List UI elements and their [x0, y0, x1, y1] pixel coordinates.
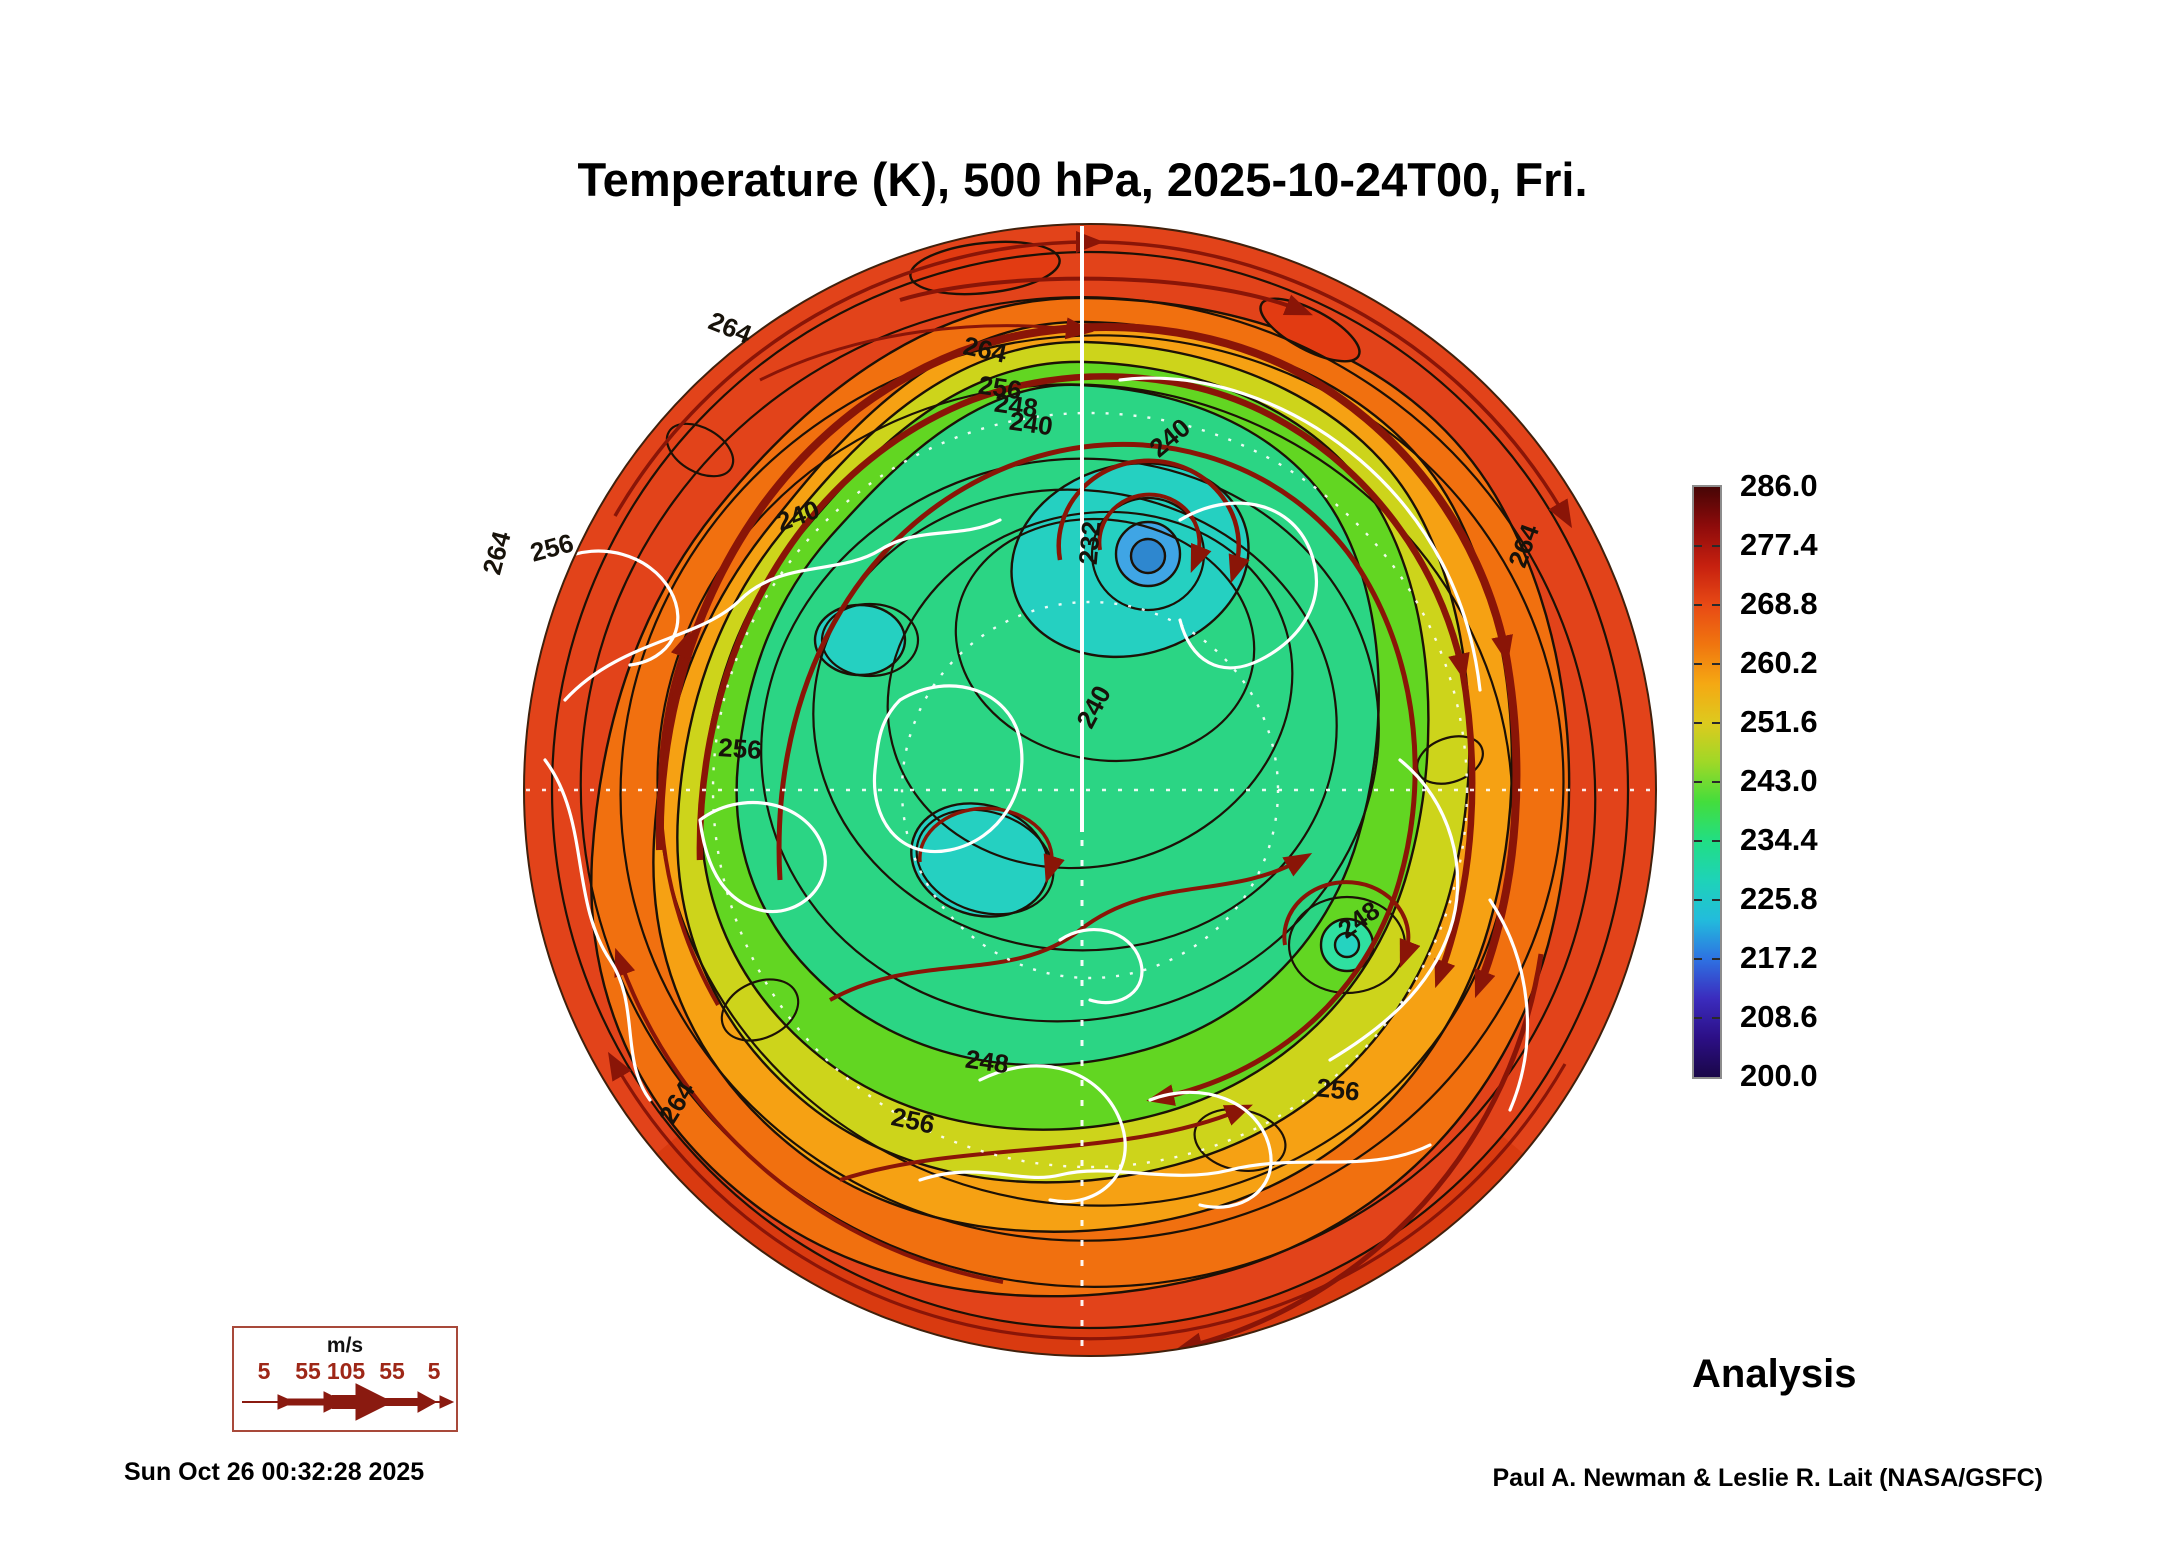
colorbar-tick-label: 277.4: [1740, 527, 1818, 562]
wind-speed-legend: m/s 5 55 105 55 5: [232, 1326, 458, 1432]
page-title: Temperature (K), 500 hPa, 2025-10-24T00,…: [577, 153, 1588, 206]
cold-core: [1114, 520, 1375, 973]
colorbar-gradient: [1692, 485, 1722, 1079]
wind-unit-label: m/s: [326, 1334, 364, 1357]
colorbar-tick-label: 268.8: [1740, 586, 1818, 621]
colorbar-tick-label: 225.8: [1740, 881, 1818, 916]
map-disk-outline: [523, 223, 1657, 1357]
colorbar-tick-label: 286.0: [1740, 468, 1818, 503]
colorbar-tick-label: 260.2: [1740, 645, 1818, 680]
coastlines: [543, 376, 1530, 1209]
wind-speed-value: 5: [427, 1358, 441, 1384]
wind-arrow-scale: [242, 1383, 455, 1421]
credit-line: Paul A. Newman & Leslie R. Lait (NASA/GS…: [1492, 1464, 2043, 1492]
wind-speed-value: 55: [379, 1358, 405, 1384]
colorbar-tick-label: 243.0: [1740, 763, 1818, 798]
render-timestamp: Sun Oct 26 00:32:28 2025: [124, 1458, 425, 1486]
wind-streamlines: [608, 230, 1573, 1355]
wind-speed-value: 105: [326, 1358, 366, 1384]
graticule: [526, 226, 1654, 1352]
colorbar-tick-label: 208.6: [1740, 999, 1818, 1034]
colorbar-tick-label: 217.2: [1740, 940, 1818, 975]
colorbar-tick-label: 251.6: [1740, 704, 1818, 739]
wind-speed-value: 5: [257, 1358, 271, 1384]
analysis-label: Analysis: [1692, 1352, 1857, 1396]
contour-lines: [550, 250, 1630, 1330]
wind-speed-value: 55: [295, 1358, 321, 1384]
colorbar-tick-label: 200.0: [1740, 1058, 1818, 1093]
colorbar-tick-label: 234.4: [1740, 822, 1818, 857]
